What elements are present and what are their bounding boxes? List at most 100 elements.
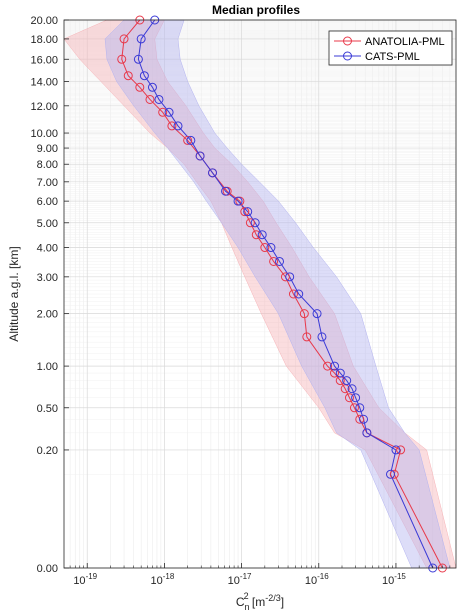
marker-cats <box>186 135 196 145</box>
marker-cats <box>342 376 352 386</box>
marker-anatolia <box>302 332 312 342</box>
legend-marker-cats <box>343 51 352 61</box>
marker-anatolia <box>389 469 399 479</box>
x-axis-label-close: ] <box>281 595 284 609</box>
marker-cats <box>195 151 205 161</box>
y-tick-label: 0.50 <box>37 403 58 415</box>
marker-cats <box>391 445 401 455</box>
marker-cats <box>285 272 295 282</box>
marker-anatolia <box>260 243 270 253</box>
marker-anatolia <box>158 107 168 117</box>
y-tick-label: 0.20 <box>37 445 58 457</box>
marker-anatolia <box>135 82 145 92</box>
marker-cats <box>347 384 357 394</box>
marker-anatolia <box>119 34 129 44</box>
marker-cats <box>355 403 365 413</box>
marker-cats <box>154 94 164 104</box>
x-tick-label-exponent: -17 <box>240 572 252 581</box>
y-tick-label: 2.00 <box>37 309 58 321</box>
marker-anatolia <box>123 71 133 81</box>
x-axis-label-subscript: n <box>245 602 250 612</box>
x-axis-label-unit: [m <box>249 595 266 609</box>
x-tick-label-exponent: -15 <box>394 572 406 581</box>
plot-frame <box>63 19 457 569</box>
marker-cats <box>221 186 231 196</box>
x-tick-label-base: 10 <box>228 575 240 587</box>
marker-anatolia <box>167 121 177 131</box>
marker-cats <box>250 218 260 228</box>
marker-cats <box>136 34 146 44</box>
x-tick-label: 10-16 <box>305 572 329 587</box>
y-tick-label: 12.00 <box>30 101 58 113</box>
marker-cats <box>362 428 372 438</box>
y-tick-label: 14.00 <box>30 76 58 88</box>
y-tick-label: 7.00 <box>37 177 58 189</box>
x-tick-label-base: 10 <box>305 575 317 587</box>
marker-anatolia <box>344 393 354 403</box>
marker-anatolia <box>355 414 365 424</box>
x-tick-label: 10-19 <box>73 572 97 587</box>
marker-cats <box>317 332 327 342</box>
y-axis-label: Altitude a.g.l. [km] <box>7 246 21 341</box>
x-tick-label-exponent: -19 <box>86 572 98 581</box>
y-tick-label: 3.00 <box>37 272 58 284</box>
marker-cats <box>359 414 369 424</box>
legend-label-anatolia: ANATOLIA-PML <box>365 36 445 48</box>
series-markers <box>117 15 447 573</box>
y-tick-label: 16.00 <box>30 54 58 66</box>
marker-cats <box>208 168 218 178</box>
x-axis-label-base: C <box>236 595 245 609</box>
axis-tick-marks <box>64 19 451 569</box>
marker-cats <box>335 368 345 378</box>
x-tick-label-exponent: -18 <box>163 572 175 581</box>
marker-anatolia <box>251 230 261 240</box>
y-tick-label: 9.00 <box>37 143 58 155</box>
marker-cats <box>233 196 243 206</box>
y-tick-label: 6.00 <box>37 196 58 208</box>
y-axis-tick-labels: 0.00 0.20 0.50 1.00 2.00 3.00 4.00 5.00 6.00 7.00… <box>30 15 58 575</box>
y-tick-label: 8.00 <box>37 159 58 171</box>
marker-anatolia <box>330 368 340 378</box>
marker-anatolia <box>299 309 309 319</box>
y-tick-label: 20.00 <box>30 15 58 27</box>
y-tick-label: 18.00 <box>30 34 58 46</box>
y-tick-label: 5.00 <box>37 218 58 230</box>
x-tick-label: 10-15 <box>382 572 406 587</box>
x-tick-label-base: 10 <box>382 575 394 587</box>
marker-cats <box>173 121 183 131</box>
x-axis-label-unit-exponent: -2/3 <box>265 593 281 603</box>
x-tick-label: 10-18 <box>151 572 175 587</box>
x-tick-label: 10-17 <box>228 572 252 587</box>
marker-cats <box>312 309 322 319</box>
marker-cats <box>385 469 395 479</box>
marker-anatolia <box>117 54 127 64</box>
legend: ANATOLIA-PML CATS-PML <box>328 30 453 66</box>
marker-anatolia <box>240 207 250 217</box>
x-axis-label: Cn2 [m-2/3] <box>236 591 284 612</box>
marker-anatolia <box>145 94 155 104</box>
marker-anatolia <box>183 135 193 145</box>
marker-anatolia <box>349 403 359 413</box>
marker-cats <box>266 243 276 253</box>
y-tick-label: 1.00 <box>37 361 58 373</box>
minor-gridlines <box>64 20 456 568</box>
y-tick-label: 0.00 <box>37 563 58 575</box>
x-tick-label-base: 10 <box>151 575 163 587</box>
x-tick-label-base: 10 <box>73 575 85 587</box>
marker-anatolia <box>269 256 279 266</box>
marker-cats <box>147 82 157 92</box>
y-tick-label: 4.00 <box>37 243 58 255</box>
marker-cats <box>243 207 253 217</box>
marker-anatolia <box>245 218 255 228</box>
marker-cats <box>275 256 285 266</box>
x-axis-tick-labels: 10-19 10-18 10-17 10-16 10-15 <box>73 572 406 587</box>
marker-anatolia <box>288 289 298 299</box>
marker-cats <box>257 230 267 240</box>
marker-cats <box>294 289 304 299</box>
x-axis-label-superscript: 2 <box>244 591 249 601</box>
marker-cats <box>330 361 340 371</box>
marker-cats <box>133 54 143 64</box>
marker-anatolia <box>323 361 333 371</box>
y-tick-label: 10.00 <box>30 128 58 140</box>
legend-marker-anatolia <box>343 36 352 46</box>
